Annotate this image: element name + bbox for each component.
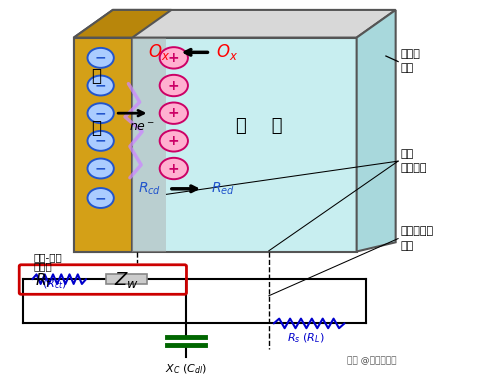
Text: $R_s$ $(R_L)$: $R_s$ $(R_L)$ <box>286 332 324 345</box>
Text: 电极-溶液: 电极-溶液 <box>34 253 62 263</box>
Circle shape <box>87 188 114 208</box>
Text: $O_x$: $O_x$ <box>216 42 238 62</box>
Polygon shape <box>74 10 395 37</box>
Circle shape <box>159 158 187 179</box>
Text: 电: 电 <box>91 67 101 85</box>
Text: −: − <box>95 51 106 65</box>
Text: +: + <box>168 134 179 148</box>
Circle shape <box>159 130 187 152</box>
Circle shape <box>87 131 114 151</box>
Text: 极: 极 <box>91 119 101 137</box>
Bar <box>74 37 132 251</box>
Bar <box>132 37 166 251</box>
Text: $O_x$: $O_x$ <box>148 42 170 62</box>
Text: 电解池: 电解池 <box>400 49 420 59</box>
Text: $(R_{ct})$: $(R_{ct})$ <box>41 278 67 291</box>
Text: −: − <box>95 134 106 148</box>
Circle shape <box>87 76 114 96</box>
Circle shape <box>87 158 114 178</box>
Text: 电阻: 电阻 <box>400 63 413 73</box>
Text: 相界面: 相界面 <box>34 262 53 271</box>
Circle shape <box>87 103 114 123</box>
Polygon shape <box>74 10 171 37</box>
Text: 传质电阻: 传质电阻 <box>400 164 426 174</box>
Text: +: + <box>168 51 179 65</box>
Text: 浓差: 浓差 <box>400 149 413 159</box>
Text: $Z_w$: $Z_w$ <box>114 270 139 290</box>
Text: −: − <box>95 79 106 93</box>
Text: −: − <box>95 161 106 175</box>
Text: ne$^-$: ne$^-$ <box>129 121 155 134</box>
Circle shape <box>159 75 187 96</box>
Text: −: − <box>95 191 106 205</box>
Text: +: + <box>168 161 179 175</box>
Text: +: + <box>168 106 179 120</box>
Text: 双电层电容: 双电层电容 <box>400 226 433 236</box>
Text: $R_f$: $R_f$ <box>35 271 52 290</box>
Circle shape <box>159 102 187 124</box>
Bar <box>105 274 147 284</box>
Text: 溶    液: 溶 液 <box>235 117 282 135</box>
Polygon shape <box>356 10 395 251</box>
Text: 知乎 @慈恩寺柚子: 知乎 @慈恩寺柚子 <box>346 356 395 365</box>
Text: $R_{cd}$: $R_{cd}$ <box>138 181 161 197</box>
Circle shape <box>159 47 187 68</box>
Text: $R_{ed}$: $R_{ed}$ <box>210 181 234 197</box>
Text: −: − <box>95 106 106 120</box>
Text: 容抗: 容抗 <box>400 241 413 251</box>
Bar <box>74 37 356 251</box>
Circle shape <box>87 48 114 68</box>
Text: $X_C$ $(C_{dl})$: $X_C$ $(C_{dl})$ <box>164 362 207 376</box>
Text: +: + <box>168 79 179 93</box>
